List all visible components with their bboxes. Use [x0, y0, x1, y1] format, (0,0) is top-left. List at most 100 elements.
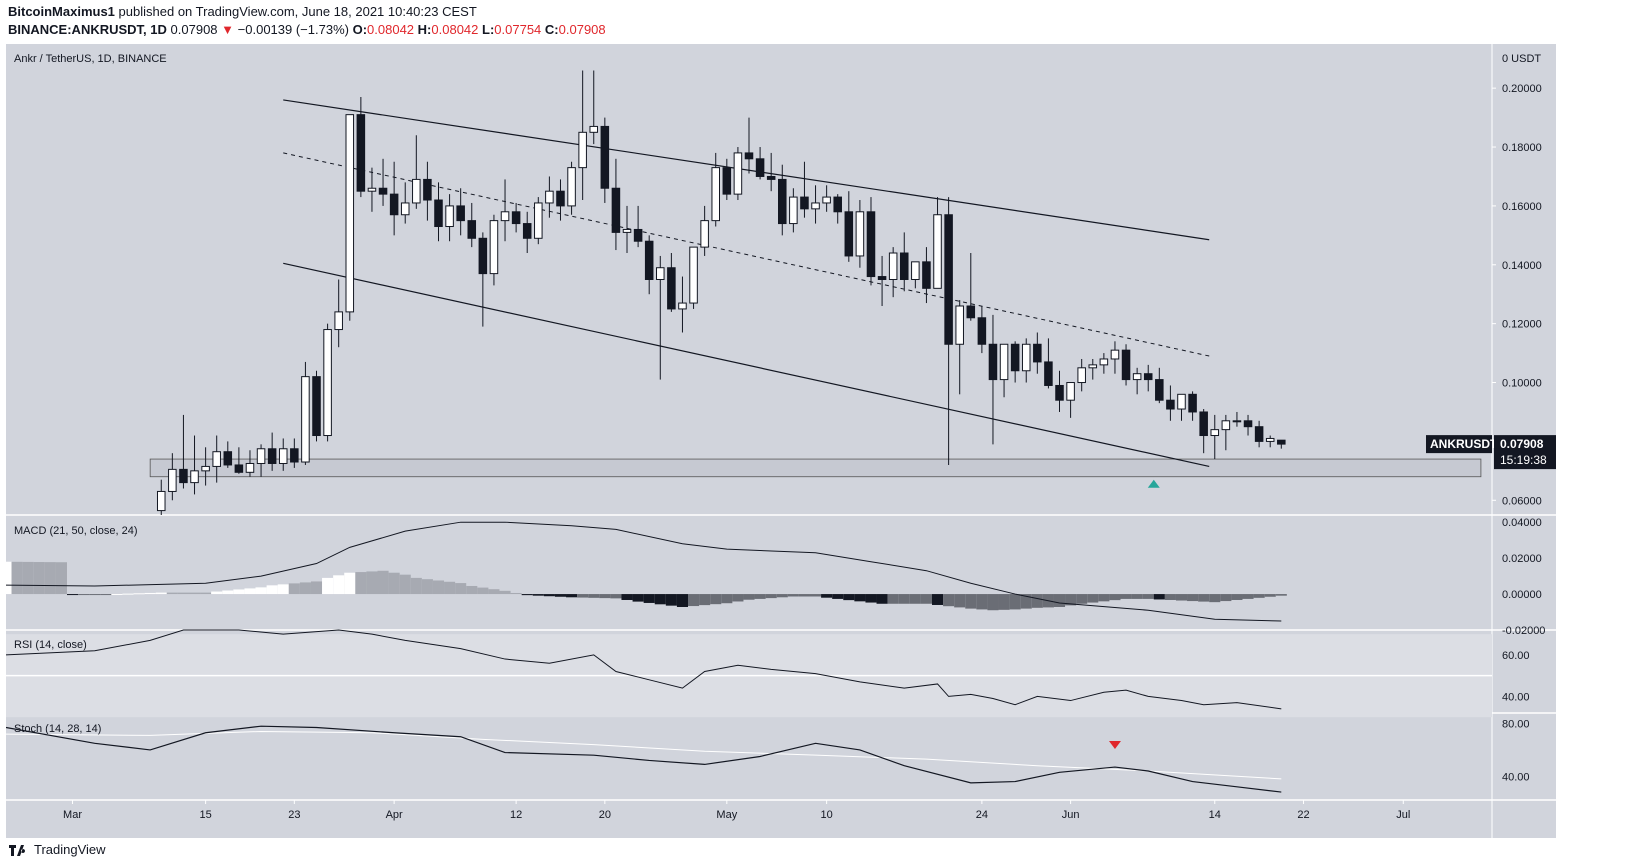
macd-histogram-bar — [688, 594, 700, 607]
sell-signal-down-arrow-icon — [1108, 741, 1121, 749]
chart-area[interactable]: 0.20000 0.18000 0.16000 0.14000 0.12000 0.100… — [6, 44, 1556, 838]
candle-up — [412, 178, 421, 204]
candle-down — [1033, 343, 1042, 363]
candle-up — [445, 205, 454, 228]
high-value: 0.08042 — [431, 22, 479, 37]
candle-up — [367, 187, 377, 192]
candle-up — [567, 167, 576, 207]
macd-histogram-bar — [920, 594, 932, 604]
candle-down — [1155, 379, 1164, 401]
price-chart[interactable]: 0.20000 0.18000 0.16000 0.14000 0.12000 0.100… — [6, 44, 1556, 838]
macd-histogram-bar — [1120, 594, 1132, 599]
low-value: 0.07754 — [494, 22, 542, 37]
down-arrow-icon: ▼ — [221, 22, 235, 37]
candle-down — [290, 448, 299, 463]
candle-up — [1132, 373, 1142, 381]
macd-histogram-bar — [776, 594, 788, 598]
macd-histogram-bar — [66, 594, 79, 596]
macd-y-tick-label: -0.02000 — [1502, 625, 1545, 637]
candle-up — [700, 220, 709, 248]
macd-histogram-bar — [1253, 594, 1265, 598]
candle-up — [822, 196, 831, 204]
macd-histogram-bar — [521, 594, 533, 596]
footer-brand-text: TradingView — [34, 842, 106, 857]
candle-down — [1010, 343, 1020, 372]
symbol-tag-bg — [1426, 435, 1492, 454]
candle-up — [534, 202, 543, 239]
y-tick-label: 0.14000 — [1502, 260, 1542, 272]
macd-histogram-bar — [954, 594, 966, 608]
support-zone — [149, 458, 1482, 478]
candle-down — [1044, 361, 1053, 386]
macd-histogram-bar — [676, 594, 689, 607]
candle-up — [489, 220, 499, 275]
candle-up — [245, 462, 255, 473]
macd-histogram-bar — [843, 594, 855, 601]
macd-histogram-bar — [721, 594, 733, 604]
macd-histogram-bar — [732, 594, 744, 602]
candle-up — [212, 451, 221, 467]
candle-up — [622, 228, 632, 233]
candle-down — [434, 199, 443, 228]
buy-signal-up-arrow-icon — [1147, 479, 1160, 488]
macd-histogram-bar — [33, 562, 45, 595]
candle-up — [334, 311, 343, 331]
candle-up — [1232, 420, 1242, 423]
macd-histogram-bar — [632, 594, 644, 602]
candle-up — [1177, 393, 1186, 410]
candle-down — [722, 167, 732, 195]
candle-up — [500, 211, 510, 222]
publisher-name[interactable]: BitcoinMaximus1 — [8, 4, 115, 19]
macd-histogram-bar — [599, 594, 611, 599]
macd-histogram-bar — [765, 594, 777, 599]
macd-histogram-bar — [421, 579, 433, 595]
channel-upper-line — [283, 99, 1210, 241]
macd-histogram-bar — [55, 562, 67, 595]
macd-histogram-bar — [1131, 594, 1143, 599]
candle-down — [977, 317, 987, 345]
macd-histogram-bar — [909, 594, 921, 604]
macd-histogram-bar — [233, 589, 245, 595]
last-price: 0.07908 — [170, 22, 218, 37]
rsi-y-tick-label: 60.00 — [1502, 650, 1530, 662]
macd-histogram-bar — [1076, 594, 1088, 604]
x-tick-label: May — [716, 809, 737, 821]
symbol-line: BINANCE:ANKRUSDT, 1D — [8, 22, 167, 37]
candle-up — [678, 302, 687, 310]
macd-histogram-bar — [200, 592, 212, 595]
macd-histogram-bar — [943, 594, 955, 607]
macd-histogram-bar — [1087, 594, 1099, 603]
macd-histogram-bar — [876, 594, 888, 604]
macd-histogram-bar — [355, 572, 367, 595]
macd-histogram-bar — [377, 570, 389, 595]
x-tick-label: Mar — [63, 809, 82, 821]
macd-histogram-bar — [255, 587, 267, 595]
macd-histogram-bar — [887, 594, 899, 604]
price-tag-bg — [1494, 435, 1556, 470]
macd-histogram-bar — [144, 592, 156, 595]
x-tick-label: 23 — [288, 809, 300, 821]
candle-down — [1243, 420, 1253, 428]
chart-title: Ankr / TetherUS, 1D, BINANCE — [14, 53, 167, 65]
macd-histogram-bar — [177, 592, 189, 595]
macd-histogram-bar — [222, 590, 234, 595]
symbol-header: BINANCE:ANKRUSDT, 1D 0.07908 ▼ −0.00139 … — [8, 22, 606, 37]
macd-histogram-bar — [532, 594, 544, 596]
macd-histogram-bar — [1231, 594, 1243, 600]
x-tick-label: 10 — [821, 809, 833, 821]
stoch-y-tick-label: 80.00 — [1502, 719, 1530, 731]
stoch-y-tick-label: 40.00 — [1502, 771, 1530, 783]
x-tick-label: 20 — [599, 809, 611, 821]
candle-up — [1110, 349, 1120, 360]
candle-down — [179, 468, 188, 484]
candle-countdown-label: 15:19:38 — [1500, 453, 1547, 467]
open-label: O: — [352, 22, 368, 37]
macd-histogram-bar — [499, 590, 511, 595]
macd-histogram-bar — [699, 594, 711, 606]
macd-histogram-bar — [510, 592, 522, 595]
candle-up — [855, 211, 865, 257]
candle-down — [478, 237, 488, 275]
macd-histogram-bar — [78, 594, 90, 596]
y-tick-label: 0.10000 — [1502, 378, 1542, 390]
y-tick-label: 0.16000 — [1502, 201, 1542, 213]
